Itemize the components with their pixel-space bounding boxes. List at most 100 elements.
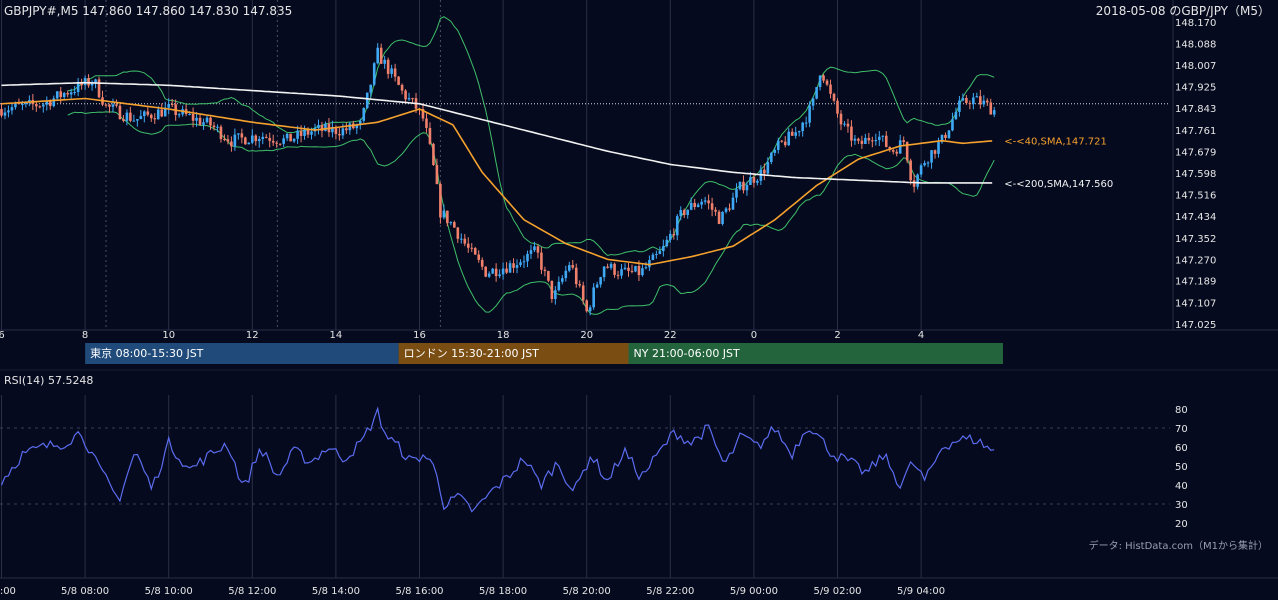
candle-body [118, 105, 122, 120]
candle-body [912, 180, 916, 187]
candle-body [588, 307, 592, 312]
candle-body [369, 84, 373, 93]
candle-body [83, 77, 87, 86]
sma-200-label: <-<200,SMA,147.560 [1004, 179, 1113, 190]
candle-body [397, 76, 400, 85]
hour-tick-label: 10 [162, 330, 175, 341]
candle-body [669, 233, 672, 240]
candle-body [491, 268, 494, 274]
candle-body [331, 126, 334, 133]
candle-body [212, 125, 216, 128]
candle-body [756, 180, 759, 183]
candle-body [599, 277, 602, 285]
candle-body [244, 137, 247, 145]
candle-body [306, 129, 310, 135]
candle-body [529, 250, 533, 254]
candle-body [407, 98, 411, 100]
candle-body [125, 112, 129, 121]
candle-body [372, 63, 376, 85]
time-tick-label: 5/9 04:00 [897, 586, 945, 597]
hour-tick-label: 16 [413, 330, 426, 341]
candle-body [94, 79, 97, 83]
candle-body [623, 267, 627, 270]
axis-labels: 148.170 148.088 148.007 147.925 147.843 147.7… [0, 18, 1216, 597]
candle-body [285, 133, 289, 139]
candle-body [564, 270, 568, 279]
grid-lines [0, 0, 1278, 579]
candle-body [292, 138, 296, 142]
candle-body [985, 100, 989, 103]
rsi-tick-label: 20 [1175, 519, 1188, 530]
time-tick-label: 5/8 22:00 [646, 586, 694, 597]
candle-body [428, 127, 432, 144]
candle-body [630, 270, 634, 272]
candle-body [42, 104, 45, 107]
candle-body [379, 47, 383, 64]
candle-body [665, 239, 669, 247]
candle-body [763, 169, 766, 174]
time-tick-label: 5/8 16:00 [395, 586, 443, 597]
time-tick-label: 5/8 20:00 [563, 586, 611, 597]
candle-body [129, 112, 132, 121]
candle-body [724, 208, 728, 212]
price-tick-label: 147.352 [1175, 234, 1216, 245]
candle-body [80, 82, 83, 86]
candle-body [477, 254, 481, 260]
candle-body [45, 101, 49, 105]
candle-body [404, 90, 407, 100]
data-source-watermark: データ: HistData.com（M1から集計） [1089, 539, 1268, 552]
price-tick-label: 147.270 [1175, 255, 1216, 266]
candle-body [783, 141, 787, 146]
moving-averages: <-<40,SMA,147.721 <-<200,SMA,147.560 [1, 81, 1113, 266]
candle-body [735, 189, 738, 198]
candle-body [515, 265, 519, 268]
candle-body [76, 82, 80, 93]
candle-body [804, 122, 808, 124]
candle-body [14, 103, 17, 108]
price-tick-label: 147.761 [1175, 126, 1216, 137]
candle-body [721, 211, 724, 224]
rsi-panel [0, 406, 995, 513]
candle-body [508, 263, 512, 273]
candle-body [613, 263, 616, 275]
candle-body [324, 123, 327, 131]
candle-body [473, 248, 477, 255]
candle-body [48, 101, 52, 107]
candle-body [770, 152, 773, 162]
candle-body [442, 210, 446, 218]
bollinger-upper-band [67, 16, 995, 257]
candle-body [480, 259, 484, 267]
candle-body [682, 210, 686, 216]
candle-body [714, 209, 717, 212]
candle-body [965, 97, 968, 104]
candle-body [254, 135, 258, 142]
candle-body [895, 151, 899, 154]
candle-body [606, 266, 609, 268]
candle-body [923, 163, 926, 166]
candle-body [52, 98, 56, 107]
candle-body [675, 216, 679, 236]
candle-body [749, 177, 752, 185]
candle-body [933, 150, 937, 154]
candle-body [341, 128, 345, 136]
candle-body [794, 132, 797, 136]
candle-body [693, 202, 696, 207]
candle-body [59, 91, 63, 98]
price-tick-label: 147.925 [1175, 83, 1216, 94]
candle-body [972, 97, 975, 104]
candle-body [0, 109, 3, 116]
session-band [85, 343, 399, 364]
candle-body [867, 137, 871, 141]
price-tick-label: 147.107 [1175, 298, 1216, 309]
candle-body [317, 125, 320, 128]
candle-body [557, 281, 561, 291]
candle-body [550, 280, 554, 300]
candle-body [149, 114, 153, 119]
candle-body [466, 243, 470, 248]
candle-body [188, 113, 191, 115]
candle-body [484, 266, 487, 277]
candle-body [526, 253, 529, 262]
candle-body [156, 109, 160, 120]
candle-body [376, 47, 379, 64]
